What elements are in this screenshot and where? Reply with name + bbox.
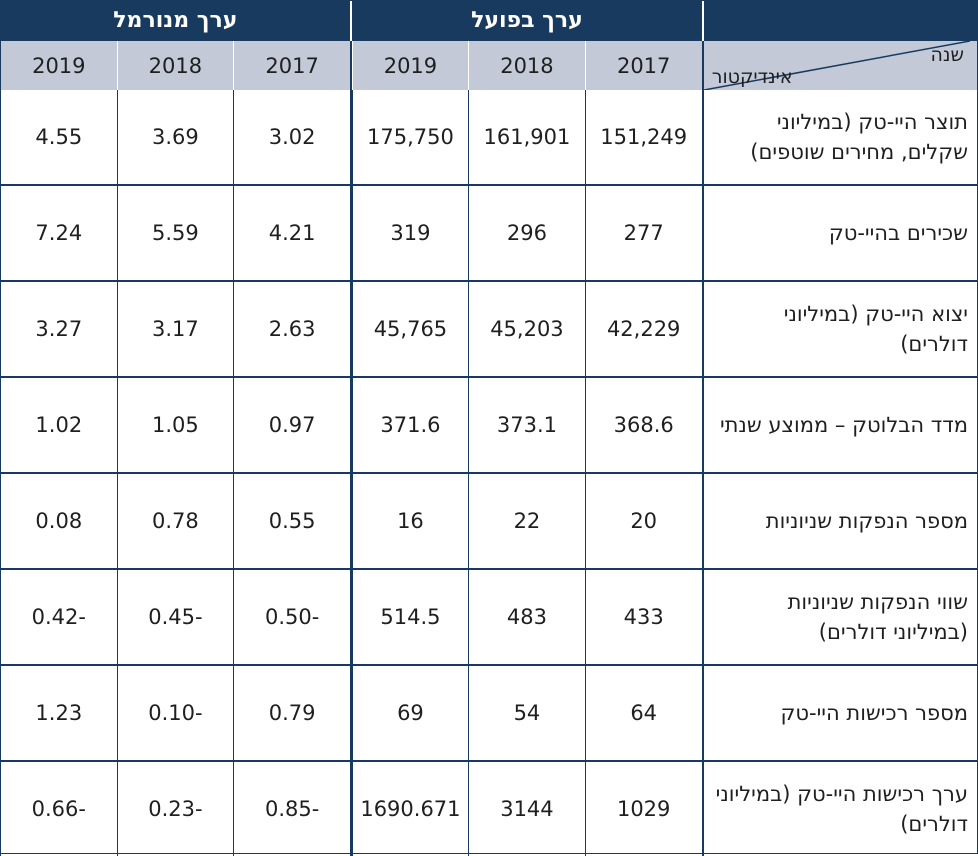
actual-value-cell: 161,901 (469, 90, 586, 185)
normalized-value-cell: 0.55 (234, 473, 351, 569)
indicator-cell: מדד הבלוטק – ממוצע שנתי (704, 377, 978, 473)
column-separator (350, 281, 352, 377)
column-separator (350, 569, 352, 665)
actual-value-cell: 42,229 (585, 281, 702, 377)
normalized-value-cell: 4.55 (1, 90, 118, 185)
actual-value-cell: 45,765 (352, 281, 469, 377)
actual-value-cell: 3144 (469, 761, 586, 856)
actual-value-cell: 371.6 (352, 377, 469, 473)
group-header-actual: ערך בפועל (352, 0, 702, 41)
actual-value-cell: 20 (585, 473, 702, 569)
normalized-value-cell: -0.85 (234, 761, 351, 856)
actual-value-cell: 16 (352, 473, 469, 569)
year-actual-2019: 2019 (352, 41, 469, 90)
actual-value-cell: 483 (469, 569, 586, 665)
table-body: תוצר היי-טק (במיליוני שקלים, מחירים שוטפ… (1, 90, 978, 856)
column-separator (702, 665, 704, 761)
column-separator (702, 761, 704, 856)
normalized-value-cell: 2.63 (234, 281, 351, 377)
column-separator (702, 90, 704, 185)
group-header-row: ערך בפועל ערך מנורמל (1, 0, 978, 41)
normalized-value-cell: 3.69 (117, 90, 234, 185)
normalized-value-cell: 0.97 (234, 377, 351, 473)
actual-value-cell: 175,750 (352, 90, 469, 185)
indicator-cell: מספר רכישות היי-טק (704, 665, 978, 761)
column-separator (350, 185, 352, 281)
year-actual-2018: 2018 (469, 41, 586, 90)
table-row: תוצר היי-טק (במיליוני שקלים, מחירים שוטפ… (1, 90, 978, 185)
column-separator (350, 665, 352, 761)
corner-year-label: שנה (931, 44, 964, 66)
column-separator (702, 473, 704, 569)
column-separator (702, 281, 704, 377)
column-separator (702, 185, 704, 281)
actual-value-cell: 514.5 (352, 569, 469, 665)
normalized-value-cell: -0.42 (1, 569, 118, 665)
year-normalized-2017: 2017 (234, 41, 351, 90)
actual-value-cell: 368.6 (585, 377, 702, 473)
corner-header: שנה אינדיקטור (704, 41, 978, 90)
table-row: שווי הנפקות שניוניות (במיליוני דולרים)43… (1, 569, 978, 665)
normalized-value-cell: 1.02 (1, 377, 118, 473)
normalized-value-cell: 0.78 (117, 473, 234, 569)
indicator-cell: שכירים בהיי-טק (704, 185, 978, 281)
normalized-value-cell: -0.45 (117, 569, 234, 665)
normalized-value-cell: 3.17 (117, 281, 234, 377)
normalized-value-cell: 1.23 (1, 665, 118, 761)
normalized-value-cell: 4.21 (234, 185, 351, 281)
normalized-value-cell: 5.59 (117, 185, 234, 281)
corner-header-top (704, 0, 978, 41)
actual-value-cell: 277 (585, 185, 702, 281)
actual-value-cell: 22 (469, 473, 586, 569)
actual-value-cell: 1690.671 (352, 761, 469, 856)
actual-value-cell: 296 (469, 185, 586, 281)
normalized-value-cell: -0.23 (117, 761, 234, 856)
indicator-cell: תוצר היי-טק (במיליוני שקלים, מחירים שוטפ… (704, 90, 978, 185)
indicator-cell: יצוא היי-טק (במיליוני דולרים) (704, 281, 978, 377)
year-actual-2017: 2017 (585, 41, 702, 90)
column-separator (702, 377, 704, 473)
year-header-row: שנה אינדיקטור 2017 2018 2019 2017 2018 2… (1, 41, 978, 90)
normalized-value-cell: 3.27 (1, 281, 118, 377)
year-normalized-2018: 2018 (117, 41, 234, 90)
actual-value-cell: 69 (352, 665, 469, 761)
actual-value-cell: 151,249 (585, 90, 702, 185)
year-normalized-2019: 2019 (1, 41, 118, 90)
column-separator (350, 473, 352, 569)
normalized-value-cell: -0.66 (1, 761, 118, 856)
actual-value-cell: 373.1 (469, 377, 586, 473)
indicator-cell: מספר הנפקות שניוניות (704, 473, 978, 569)
normalized-value-cell: 7.24 (1, 185, 118, 281)
normalized-value-cell: 0.79 (234, 665, 351, 761)
actual-value-cell: 64 (585, 665, 702, 761)
column-separator (350, 377, 352, 473)
actual-value-cell: 1029 (585, 761, 702, 856)
actual-value-cell: 45,203 (469, 281, 586, 377)
column-separator (702, 569, 704, 665)
indicator-cell: ערך רכישות היי-טק (במיליוני דולרים) (704, 761, 978, 856)
indicator-cell: שווי הנפקות שניוניות (במיליוני דולרים) (704, 569, 978, 665)
actual-value-cell: 433 (585, 569, 702, 665)
normalized-value-cell: 3.02 (234, 90, 351, 185)
column-separator (350, 90, 352, 185)
column-separator (350, 761, 352, 856)
normalized-value-cell: -0.10 (117, 665, 234, 761)
normalized-value-cell: 0.08 (1, 473, 118, 569)
actual-value-cell: 319 (352, 185, 469, 281)
normalized-value-cell: -0.50 (234, 569, 351, 665)
normalized-value-cell: 1.05 (117, 377, 234, 473)
actual-value-cell: 54 (469, 665, 586, 761)
group-header-normalized: ערך מנורמל (1, 0, 351, 41)
corner-indicator-label: אינדיקטור (712, 66, 793, 88)
